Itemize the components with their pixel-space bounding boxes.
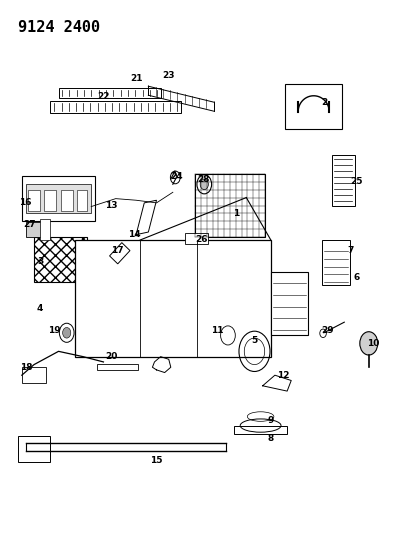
Bar — [22, 367, 46, 383]
Bar — [97, 364, 138, 370]
Text: 9124 2400: 9124 2400 — [18, 20, 100, 35]
Bar — [322, 240, 351, 285]
Text: 18: 18 — [20, 363, 32, 372]
Text: 13: 13 — [105, 201, 118, 210]
Text: 7: 7 — [347, 246, 353, 255]
Text: 8: 8 — [268, 434, 274, 443]
Bar — [22, 176, 95, 221]
Bar — [18, 436, 51, 462]
Text: 1: 1 — [233, 209, 239, 218]
Text: 26: 26 — [195, 236, 208, 245]
Text: 12: 12 — [277, 370, 289, 379]
Bar — [77, 190, 87, 211]
Text: 2: 2 — [321, 98, 327, 107]
Text: 19: 19 — [48, 326, 61, 335]
Text: 20: 20 — [105, 352, 118, 361]
Text: 15: 15 — [150, 456, 163, 465]
Text: 6: 6 — [353, 272, 360, 281]
Bar — [332, 155, 355, 206]
Circle shape — [62, 327, 71, 338]
Polygon shape — [136, 200, 157, 235]
Text: 9: 9 — [268, 416, 274, 425]
Text: 27: 27 — [23, 220, 35, 229]
Bar — [60, 190, 73, 211]
Text: 5: 5 — [252, 336, 258, 345]
Bar — [51, 101, 181, 113]
Bar — [26, 184, 91, 214]
Text: 14: 14 — [128, 230, 141, 239]
Text: 17: 17 — [111, 246, 124, 255]
Bar — [26, 222, 42, 237]
Bar — [234, 425, 287, 433]
Bar — [185, 233, 208, 244]
Bar — [285, 84, 342, 128]
Text: 10: 10 — [367, 339, 379, 348]
Text: 11: 11 — [212, 326, 224, 335]
Bar — [58, 88, 161, 98]
Text: 4: 4 — [37, 304, 43, 313]
Bar — [34, 237, 87, 282]
Bar — [40, 219, 51, 240]
Text: 23: 23 — [162, 71, 175, 80]
Circle shape — [59, 323, 74, 342]
Bar — [75, 240, 271, 357]
Text: 29: 29 — [322, 326, 334, 335]
Text: 22: 22 — [97, 92, 110, 101]
Text: 25: 25 — [350, 177, 363, 186]
Text: 3: 3 — [37, 257, 43, 265]
Polygon shape — [110, 243, 130, 264]
Bar — [271, 272, 307, 335]
Bar — [195, 174, 265, 237]
Text: 28: 28 — [197, 174, 210, 183]
Text: 16: 16 — [19, 198, 31, 207]
Circle shape — [200, 179, 208, 190]
Circle shape — [360, 332, 378, 355]
Bar — [44, 190, 56, 211]
Text: 24: 24 — [171, 172, 183, 181]
Text: 21: 21 — [130, 74, 142, 83]
Bar — [28, 190, 40, 211]
